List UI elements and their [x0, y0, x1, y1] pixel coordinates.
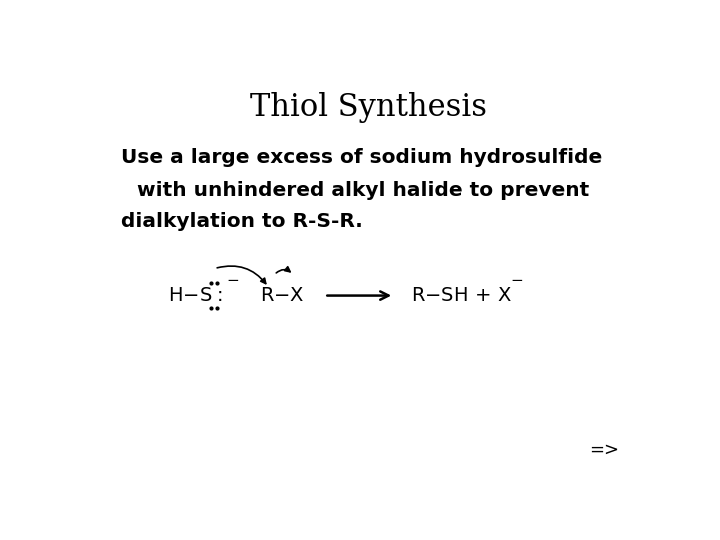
- Text: $-$: $-$: [510, 271, 523, 286]
- Text: dialkylation to R-S-R.: dialkylation to R-S-R.: [121, 212, 362, 232]
- Text: with unhindered alkyl halide to prevent: with unhindered alkyl halide to prevent: [138, 181, 590, 200]
- Text: X: X: [498, 286, 510, 305]
- FancyArrowPatch shape: [217, 266, 266, 284]
- Text: Thiol Synthesis: Thiol Synthesis: [251, 92, 487, 123]
- Text: R$-$X: R$-$X: [260, 286, 305, 305]
- Text: +: +: [475, 286, 492, 305]
- Text: $-$: $-$: [226, 271, 239, 286]
- Text: H$-$S: H$-$S: [168, 286, 212, 305]
- Text: :: :: [217, 286, 224, 305]
- Text: R$-$SH: R$-$SH: [411, 286, 468, 305]
- FancyArrowPatch shape: [276, 267, 290, 273]
- Text: =>: =>: [590, 441, 619, 458]
- Text: Use a large excess of sodium hydrosulfide: Use a large excess of sodium hydrosulfid…: [121, 148, 602, 167]
